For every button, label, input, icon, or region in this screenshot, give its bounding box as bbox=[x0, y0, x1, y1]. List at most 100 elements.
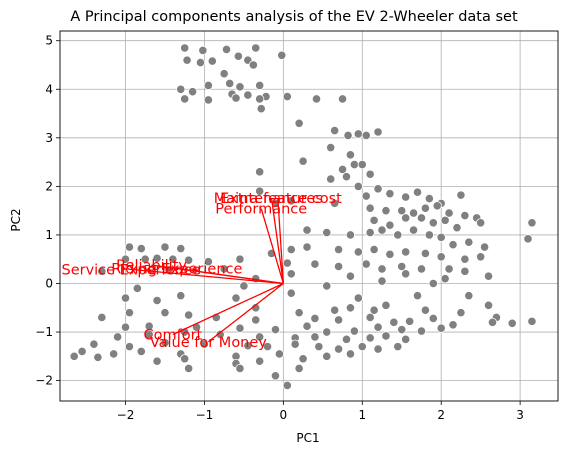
data-point bbox=[176, 291, 186, 301]
data-point bbox=[326, 174, 336, 184]
data-point bbox=[330, 125, 340, 136]
data-point bbox=[235, 323, 245, 333]
data-point bbox=[195, 57, 206, 68]
data-point bbox=[397, 261, 407, 272]
data-point bbox=[255, 356, 265, 366]
data-point bbox=[89, 339, 99, 349]
data-point bbox=[243, 90, 253, 100]
data-point bbox=[286, 244, 296, 255]
data-point bbox=[239, 281, 249, 291]
data-point bbox=[401, 269, 411, 279]
data-point bbox=[160, 242, 170, 252]
data-point bbox=[337, 94, 348, 104]
data-point bbox=[460, 266, 470, 276]
data-point bbox=[184, 363, 194, 374]
data-point bbox=[448, 320, 458, 330]
data-point bbox=[235, 363, 245, 374]
loading-label: Performance bbox=[215, 202, 307, 218]
x-tick-label: 1 bbox=[358, 408, 366, 422]
data-point bbox=[255, 167, 265, 177]
data-point bbox=[270, 325, 281, 335]
data-point bbox=[365, 169, 375, 179]
loading-vector bbox=[176, 267, 284, 285]
data-point bbox=[333, 244, 344, 255]
data-point bbox=[168, 254, 178, 264]
data-point bbox=[160, 308, 170, 318]
data-point bbox=[353, 247, 363, 257]
data-point bbox=[436, 323, 446, 333]
data-point bbox=[377, 225, 387, 235]
x-axis-label: PC1 bbox=[296, 431, 319, 445]
data-point bbox=[345, 349, 356, 359]
data-point bbox=[381, 300, 391, 310]
data-point bbox=[428, 218, 438, 228]
data-point bbox=[221, 44, 232, 55]
data-point bbox=[385, 249, 395, 259]
data-point bbox=[198, 45, 208, 56]
data-point bbox=[235, 254, 245, 264]
data-point bbox=[255, 94, 265, 104]
data-point bbox=[120, 322, 131, 332]
y-tick-label: 2 bbox=[45, 179, 53, 193]
data-point bbox=[333, 344, 344, 354]
data-point bbox=[361, 130, 371, 140]
data-point bbox=[397, 325, 407, 335]
data-point bbox=[397, 206, 407, 216]
data-point bbox=[109, 349, 119, 359]
loading-vectors bbox=[130, 197, 284, 343]
data-point bbox=[464, 291, 474, 301]
data-point bbox=[294, 363, 304, 374]
data-point bbox=[527, 316, 537, 326]
data-point bbox=[412, 187, 423, 197]
data-point bbox=[302, 225, 312, 235]
data-point bbox=[361, 259, 371, 269]
data-point bbox=[231, 293, 241, 303]
data-point bbox=[369, 305, 379, 315]
data-point bbox=[298, 156, 308, 166]
y-tick-label: −1 bbox=[35, 325, 53, 339]
data-point bbox=[124, 242, 135, 252]
data-point bbox=[345, 271, 356, 281]
data-point bbox=[393, 342, 403, 352]
loading-vector bbox=[260, 208, 284, 284]
data-point bbox=[337, 164, 348, 174]
data-point bbox=[349, 159, 359, 170]
data-point bbox=[460, 210, 470, 221]
data-point bbox=[381, 206, 391, 216]
data-point bbox=[219, 69, 229, 79]
data-point bbox=[408, 208, 419, 218]
data-point bbox=[373, 127, 383, 137]
data-point bbox=[251, 43, 261, 53]
data-point bbox=[401, 247, 411, 257]
data-point bbox=[256, 104, 266, 114]
data-point bbox=[152, 295, 162, 306]
data-point bbox=[203, 257, 213, 267]
data-point bbox=[523, 234, 533, 244]
data-point bbox=[184, 310, 194, 320]
data-point bbox=[277, 50, 287, 60]
data-point bbox=[483, 271, 494, 281]
data-point bbox=[341, 334, 352, 344]
data-point bbox=[476, 252, 486, 262]
data-point bbox=[282, 258, 292, 268]
data-point bbox=[255, 80, 265, 90]
data-point bbox=[322, 281, 332, 291]
data-point bbox=[345, 150, 356, 160]
data-point bbox=[412, 291, 423, 301]
data-point bbox=[353, 181, 363, 191]
data-points bbox=[69, 43, 537, 391]
data-point bbox=[448, 240, 458, 250]
data-point bbox=[476, 218, 486, 228]
data-point bbox=[124, 342, 135, 352]
data-point bbox=[180, 43, 190, 53]
data-point bbox=[243, 341, 253, 351]
data-point bbox=[460, 254, 470, 264]
data-point bbox=[290, 339, 300, 349]
x-tick-label: 3 bbox=[516, 408, 524, 422]
data-point bbox=[97, 312, 107, 323]
loading-label: Reliability bbox=[116, 258, 187, 274]
data-point bbox=[207, 56, 217, 66]
data-point bbox=[286, 196, 296, 206]
data-point bbox=[152, 356, 162, 366]
data-point bbox=[436, 232, 446, 242]
